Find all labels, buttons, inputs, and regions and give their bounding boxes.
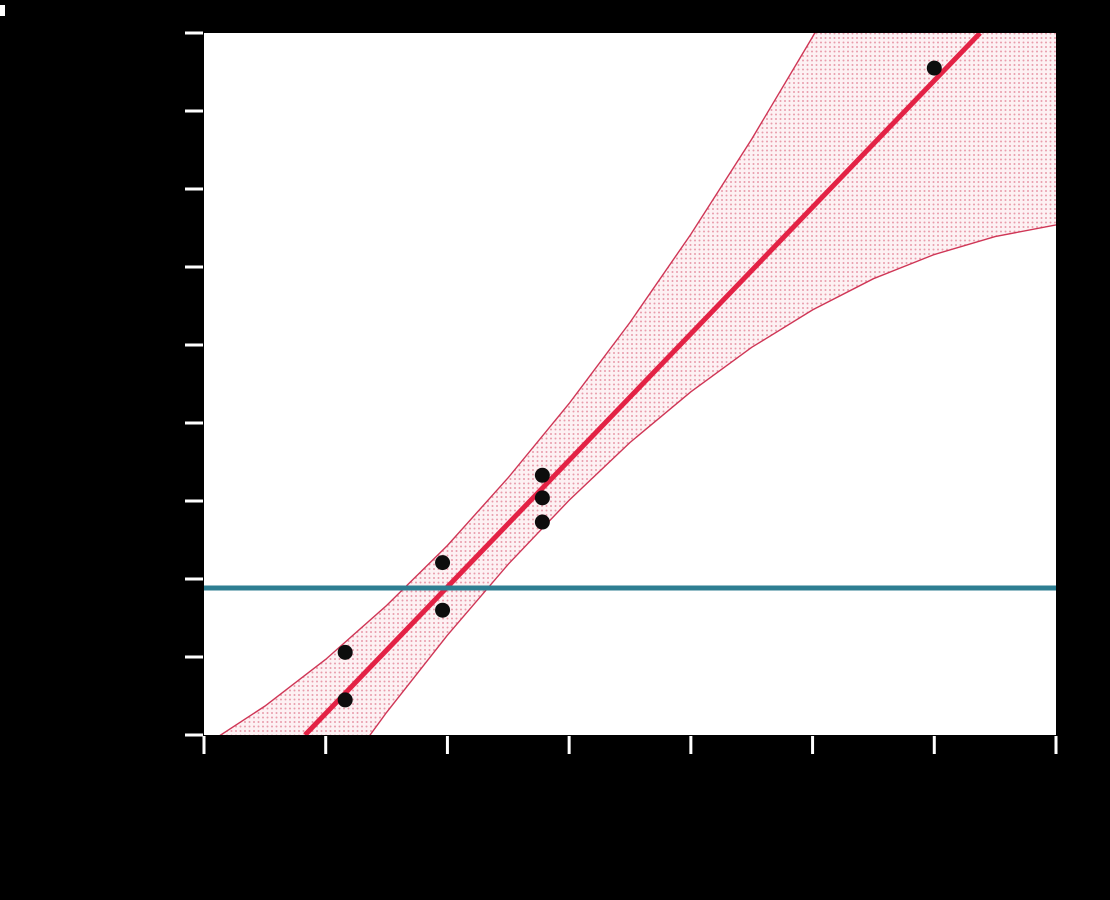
data-point: [435, 602, 451, 618]
data-point: [534, 467, 550, 483]
data-point: [534, 490, 550, 506]
data-point: [926, 60, 942, 76]
confidence-band-lower-edge: [369, 224, 1056, 735]
data-point: [435, 555, 451, 571]
fit-line: [303, 33, 982, 735]
data-point: [534, 514, 550, 530]
data-point: [337, 692, 353, 708]
confidence-band: [220, 33, 1056, 735]
data-point: [337, 644, 353, 660]
clipped-label-fragment: [0, 5, 5, 16]
confidence-band-upper-edge: [219, 33, 816, 735]
